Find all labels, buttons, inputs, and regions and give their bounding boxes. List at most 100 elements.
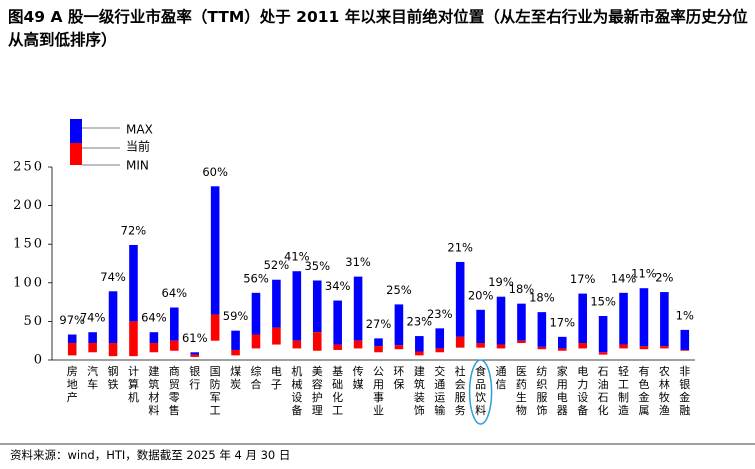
bar-current [557, 348, 567, 351]
percentile-label: 64% [141, 311, 167, 325]
percentile-label: 17% [570, 272, 596, 286]
x-tick-label: 房地产 [67, 365, 78, 404]
bar-max [108, 291, 118, 344]
bar-max [598, 315, 608, 353]
bar-current [231, 349, 240, 356]
percentile-label: 18% [529, 291, 555, 305]
bar-max [476, 309, 485, 344]
x-tick-label: 食品饮料 [475, 364, 486, 417]
percentile-label: 97% [59, 313, 85, 327]
bar-current [435, 348, 445, 353]
x-tick-label: 机械设备 [291, 364, 302, 417]
bar-max [496, 296, 506, 345]
bar-current [578, 343, 587, 349]
bar-current [680, 349, 690, 351]
bar-current [251, 334, 261, 349]
x-tick-label: 传媒 [353, 365, 364, 391]
percentile-label: 11% [631, 267, 657, 281]
x-tick-label: 钢铁 [108, 365, 119, 391]
bar-max [272, 279, 281, 328]
y-tick-label: 150 [13, 237, 44, 252]
x-tick-label: 有色金属 [638, 364, 649, 417]
bar-current [190, 354, 200, 357]
bar-max [517, 303, 526, 341]
percentile-label: 19% [488, 275, 514, 289]
bar-max [129, 244, 138, 322]
bar-max [639, 288, 649, 347]
bar-max [619, 292, 628, 345]
legend-label: MAX [126, 123, 153, 137]
percentile-label: 35% [304, 259, 330, 273]
x-tick-label: 电力设备 [577, 365, 588, 417]
x-tick-label: 纺织服饰 [536, 364, 547, 417]
x-tick-label: 基础化工 [332, 365, 343, 417]
x-tick-label: 电子 [271, 365, 282, 391]
bar-current [108, 343, 118, 357]
bar-current [170, 340, 179, 351]
bar-max [394, 304, 404, 346]
bar-max [88, 332, 97, 344]
bar-max [170, 307, 179, 341]
percentile-label: 64% [162, 286, 188, 300]
bar-max [455, 261, 465, 337]
source-note: 资料来源：wind，HTI，数据截至 2025 年 4 月 30 日 [10, 448, 291, 462]
bar-current [639, 346, 649, 350]
percentile-label: 41% [284, 250, 310, 264]
percentile-label: 15% [590, 294, 616, 308]
bar-max [680, 329, 690, 350]
bar-current [394, 345, 404, 350]
legend-label: 当前 [126, 139, 150, 154]
bar-max [67, 334, 77, 344]
x-tick-label: 建筑装饰 [414, 364, 425, 417]
percentile-label: 52% [264, 258, 290, 272]
legend-swatch [70, 119, 82, 143]
bar-current [272, 327, 281, 345]
bar-current [517, 340, 526, 344]
percentile-label: 2% [655, 271, 673, 285]
bar-max [210, 186, 220, 315]
bar-max [578, 293, 587, 344]
x-tick-label: 轻工制造 [618, 364, 629, 417]
x-tick-label: 综合 [250, 364, 261, 391]
percentile-label: 61% [182, 331, 208, 345]
bar-max [292, 271, 302, 341]
bar-max [333, 300, 342, 345]
bar-current [88, 343, 97, 353]
bar-current [312, 332, 322, 351]
bar-current [455, 336, 465, 348]
bar-max [231, 330, 240, 350]
percentile-label: 14% [611, 271, 637, 285]
x-tick-label: 环保 [393, 365, 404, 391]
percentile-label: 23% [427, 307, 453, 321]
x-tick-label: 银行 [189, 364, 200, 391]
bar-max [353, 276, 363, 341]
x-tick-label: 石油石化 [598, 365, 609, 417]
percentile-label: 20% [468, 288, 494, 302]
x-tick-label: 建筑材料 [148, 364, 159, 417]
percentile-label: 72% [121, 223, 147, 237]
bar-current [660, 346, 669, 349]
x-tick-label: 通信 [496, 365, 507, 391]
percentile-label: 60% [202, 165, 228, 179]
percentile-label: 74% [80, 311, 106, 325]
bar-current [619, 344, 628, 349]
bar-current [210, 314, 220, 341]
bar-current [598, 352, 608, 355]
bar-current [353, 340, 363, 349]
bar-max [660, 292, 669, 347]
bar-current [476, 343, 485, 348]
chart-title: 图49 A 股一级行业市盈率（TTM）处于 2011 年以来目前绝对位置（从左至… [8, 8, 748, 49]
percentile-label: 27% [366, 317, 392, 331]
bar-max [415, 336, 424, 352]
bar-max [435, 328, 445, 349]
bar-current [333, 344, 342, 350]
bar-current [292, 340, 302, 349]
percentile-label: 17% [549, 315, 575, 329]
x-tick-label: 交通运输 [434, 364, 445, 417]
bar-max [312, 280, 322, 333]
y-tick-label: 0 [34, 353, 44, 368]
bar-max [149, 332, 159, 344]
percentile-label: 59% [223, 309, 249, 323]
percentile-label: 18% [509, 282, 535, 296]
